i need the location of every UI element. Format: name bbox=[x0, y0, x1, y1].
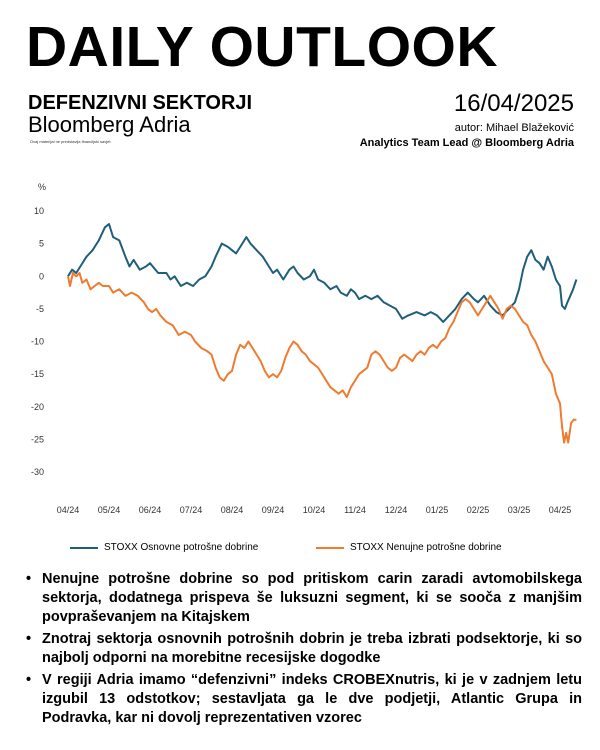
key-point: • Znotraj sektorja osnovnih potrošnih dob… bbox=[26, 630, 582, 668]
bullet-dot-icon: • bbox=[26, 571, 32, 587]
x-tick-label: 04/24 bbox=[57, 505, 80, 515]
x-tick-label: 04/25 bbox=[549, 505, 572, 515]
report-date: 16/04/2025 bbox=[453, 90, 574, 117]
disclaimer-text: Ovaj materijal ne predstavlja finančijsk… bbox=[30, 139, 112, 144]
key-point: • V regiji Adria imamo “defenzivni” indek… bbox=[26, 671, 582, 728]
legend-swatch-staples bbox=[70, 546, 98, 549]
y-tick-label: 5 bbox=[39, 239, 44, 249]
y-tick-label: -30 bbox=[31, 467, 44, 477]
series-line-discretionary bbox=[67, 272, 577, 444]
y-tick-label: -15 bbox=[31, 369, 44, 379]
y-axis-unit-label: % bbox=[38, 182, 46, 192]
brand-name: Bloomberg Adria bbox=[28, 112, 191, 137]
key-points-list: • Nenujne potrošne dobrine so pod pritisk… bbox=[26, 570, 582, 731]
key-point-text: Znotraj sektorja osnovnih potrošnih dobr… bbox=[42, 631, 582, 666]
legend-label-discretionary: STOXX Nenujne potrošne dobrine bbox=[350, 542, 502, 553]
x-tick-label: 09/24 bbox=[262, 505, 285, 515]
key-point-text: Nenujne potrošne dobrine so pod pritisko… bbox=[42, 571, 582, 625]
report-subtitle: DEFENZIVNI SEKTORJI bbox=[28, 92, 253, 114]
x-tick-label: 08/24 bbox=[221, 505, 244, 515]
report-title: DAILY OUTLOOK bbox=[26, 15, 499, 79]
x-tick-label: 05/24 bbox=[98, 505, 121, 515]
line-chart: % 10 5 0 -5 -10 -15 -20 -25 -30 04/24 05/24 06/24 0… bbox=[31, 182, 578, 515]
x-tick-label: 07/24 bbox=[180, 505, 203, 515]
key-point: • Nenujne potrošne dobrine so pod pritisk… bbox=[26, 570, 582, 627]
series-line-staples bbox=[67, 223, 578, 323]
y-tick-label: 10 bbox=[34, 206, 44, 216]
x-tick-label: 02/25 bbox=[467, 505, 490, 515]
x-tick-label: 10/24 bbox=[303, 505, 326, 515]
y-tick-label: 0 bbox=[39, 271, 44, 281]
bullet-dot-icon: • bbox=[26, 631, 32, 647]
x-tick-label: 12/24 bbox=[385, 505, 408, 515]
legend-swatch-discretionary bbox=[316, 546, 344, 549]
key-point-text: V regiji Adria imamo “defenzivni” indeks… bbox=[42, 672, 582, 726]
author-line: autor: Mihael Blažeković bbox=[454, 122, 574, 134]
x-tick-label: 11/24 bbox=[344, 505, 366, 515]
y-tick-label: -10 bbox=[31, 337, 44, 347]
legend-item-discretionary: STOXX Nenujne potrošne dobrine bbox=[316, 542, 502, 553]
x-tick-label: 06/24 bbox=[139, 505, 162, 515]
legend-item-staples: STOXX Osnovne potrošne dobrine bbox=[70, 542, 258, 553]
y-tick-label: -25 bbox=[31, 434, 44, 444]
bullet-dot-icon: • bbox=[26, 672, 32, 688]
y-tick-label: -5 bbox=[36, 304, 44, 314]
x-tick-label: 03/25 bbox=[508, 505, 531, 515]
legend-label-staples: STOXX Osnovne potrošne dobrine bbox=[104, 542, 259, 553]
author-role: Analytics Team Lead @ Bloomberg Adria bbox=[359, 137, 574, 149]
y-tick-label: -20 bbox=[31, 402, 44, 412]
x-tick-label: 01/25 bbox=[426, 505, 449, 515]
